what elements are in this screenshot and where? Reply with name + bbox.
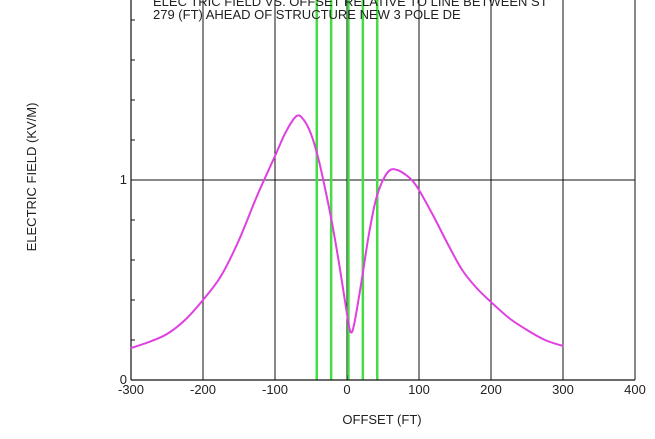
data-point — [544, 339, 546, 341]
data-point — [238, 239, 240, 241]
data-point — [475, 287, 478, 289]
data-point — [256, 195, 258, 197]
x-tick-label: -300 — [118, 382, 144, 397]
data-point — [461, 269, 464, 271]
data-point — [130, 347, 132, 349]
data-point — [360, 281, 363, 283]
series — [130, 114, 564, 349]
data-point — [411, 179, 413, 181]
data-point — [562, 345, 564, 347]
data-point — [432, 215, 435, 217]
data-point — [447, 243, 449, 245]
data-point — [295, 115, 298, 117]
data-point — [490, 301, 492, 303]
data-point — [418, 189, 420, 191]
series-line — [130, 114, 564, 349]
x-tick-label: 0 — [343, 382, 350, 397]
x-tick-label: 400 — [624, 382, 646, 397]
x-axis-title: OFFSET (FT) — [342, 412, 421, 427]
data-point — [396, 169, 399, 171]
data-point — [346, 313, 348, 315]
x-tick-label: -100 — [262, 382, 288, 397]
y-tick-label: 1 — [120, 172, 127, 187]
labels: ELEC TRIC FIELD VS. OFFSET RELATIVE TO L… — [24, 0, 646, 427]
data-point — [349, 331, 352, 333]
grid — [131, 0, 636, 380]
chart-title-line-1: ELEC TRIC FIELD VS. OFFSET RELATIVE TO L… — [153, 0, 548, 9]
data-point — [508, 317, 510, 319]
data-point — [324, 189, 327, 191]
y-axis-title: ELECTRIC FIELD (KV/M) — [24, 103, 39, 252]
data-point — [367, 235, 370, 237]
x-tick-label: -200 — [190, 382, 216, 397]
data-point — [166, 333, 168, 335]
chart-title-line-2: 279 (FT) AHEAD OF STRUCTURE NEW 3 POLE D… — [153, 7, 461, 22]
data-point — [317, 157, 320, 159]
data-point — [148, 341, 150, 343]
data-point — [389, 169, 392, 171]
conductor-lines — [315, 0, 379, 380]
data-point — [382, 179, 384, 181]
y-tick-label: 0 — [120, 372, 127, 387]
data-point — [375, 199, 377, 201]
data-point — [331, 225, 334, 227]
data-point — [353, 323, 356, 325]
data-point — [310, 133, 312, 135]
axes — [130, 0, 636, 381]
x-tick-label: 100 — [408, 382, 430, 397]
x-tick-label: 200 — [480, 382, 502, 397]
data-point — [202, 299, 204, 301]
data-point — [339, 267, 341, 269]
data-point — [403, 173, 406, 175]
data-point — [303, 119, 305, 121]
data-point — [184, 319, 186, 321]
data-point — [274, 155, 276, 157]
data-point — [285, 131, 287, 133]
x-tick-label: 300 — [552, 382, 574, 397]
data-point — [220, 275, 222, 277]
data-point — [526, 329, 528, 331]
